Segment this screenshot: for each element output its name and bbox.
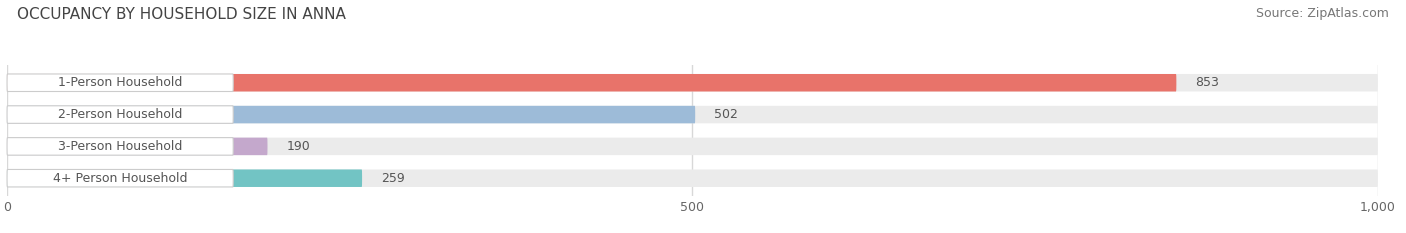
FancyBboxPatch shape [7,106,695,123]
FancyBboxPatch shape [7,74,1378,92]
FancyBboxPatch shape [7,169,1378,187]
FancyBboxPatch shape [7,169,363,187]
Text: 2-Person Household: 2-Person Household [58,108,183,121]
Text: Source: ZipAtlas.com: Source: ZipAtlas.com [1256,7,1389,20]
FancyBboxPatch shape [7,169,233,187]
FancyBboxPatch shape [7,106,233,123]
FancyBboxPatch shape [7,74,233,92]
FancyBboxPatch shape [7,138,267,155]
Text: 3-Person Household: 3-Person Household [58,140,183,153]
FancyBboxPatch shape [7,106,1378,123]
Text: 190: 190 [287,140,311,153]
FancyBboxPatch shape [7,74,1177,92]
FancyBboxPatch shape [7,138,233,155]
Text: 1-Person Household: 1-Person Household [58,76,183,89]
Text: OCCUPANCY BY HOUSEHOLD SIZE IN ANNA: OCCUPANCY BY HOUSEHOLD SIZE IN ANNA [17,7,346,22]
Text: 502: 502 [714,108,738,121]
Text: 259: 259 [381,172,405,185]
Text: 4+ Person Household: 4+ Person Household [53,172,187,185]
Text: 853: 853 [1195,76,1219,89]
FancyBboxPatch shape [7,138,1378,155]
